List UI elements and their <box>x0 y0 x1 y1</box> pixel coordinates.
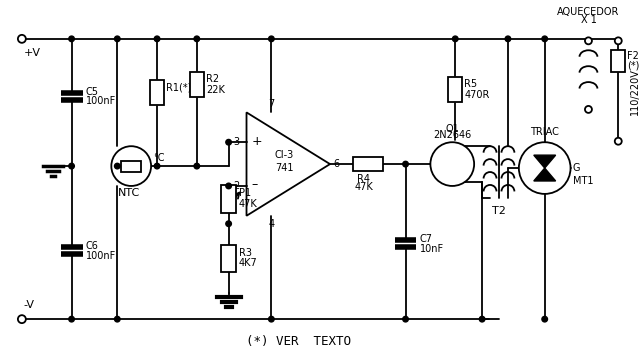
Text: 100nF: 100nF <box>86 96 116 106</box>
Circle shape <box>115 36 120 42</box>
Circle shape <box>18 315 26 323</box>
Text: X 1: X 1 <box>580 15 596 25</box>
Text: (*): (*) <box>627 61 639 71</box>
Bar <box>221 185 236 213</box>
Circle shape <box>226 140 232 145</box>
Text: -V: -V <box>24 300 35 310</box>
Circle shape <box>194 36 200 42</box>
Circle shape <box>542 36 547 42</box>
Text: R5: R5 <box>464 79 477 89</box>
Circle shape <box>115 163 120 169</box>
Text: 3: 3 <box>234 137 239 147</box>
Circle shape <box>452 36 458 42</box>
Text: 100nF: 100nF <box>86 251 116 261</box>
Text: 47K: 47K <box>355 182 373 192</box>
Circle shape <box>615 37 621 44</box>
Text: 4: 4 <box>268 219 275 229</box>
Circle shape <box>430 142 474 186</box>
Bar <box>611 50 625 72</box>
Circle shape <box>226 183 232 189</box>
Circle shape <box>615 138 621 145</box>
Text: 22K: 22K <box>205 84 225 95</box>
Bar <box>353 157 383 171</box>
Text: P1: P1 <box>239 188 251 198</box>
Bar <box>121 161 141 172</box>
Text: C7: C7 <box>419 234 433 244</box>
Text: 110/220V: 110/220V <box>630 68 640 115</box>
Circle shape <box>505 36 511 42</box>
Text: C5: C5 <box>86 87 99 96</box>
Text: 470R: 470R <box>464 89 490 100</box>
Text: TRIAC: TRIAC <box>531 127 559 137</box>
Text: 47K: 47K <box>239 199 257 209</box>
Text: R1(*): R1(*) <box>166 83 191 93</box>
Circle shape <box>479 316 485 322</box>
Text: R4: R4 <box>357 174 371 184</box>
Circle shape <box>226 221 232 226</box>
Circle shape <box>585 37 592 44</box>
Circle shape <box>269 36 274 42</box>
Circle shape <box>194 163 200 169</box>
Polygon shape <box>534 155 556 168</box>
Text: MT1: MT1 <box>573 176 593 186</box>
Circle shape <box>403 316 408 322</box>
Circle shape <box>269 316 274 322</box>
Circle shape <box>18 35 26 43</box>
Circle shape <box>519 142 570 194</box>
Bar <box>448 77 462 103</box>
Text: –: – <box>252 178 258 192</box>
Text: F2: F2 <box>627 51 639 61</box>
Circle shape <box>111 146 151 186</box>
Text: 2N2646: 2N2646 <box>433 130 472 140</box>
Bar <box>150 80 164 105</box>
Text: CI-3: CI-3 <box>275 150 294 160</box>
Circle shape <box>585 106 592 113</box>
Circle shape <box>68 36 74 42</box>
Text: G: G <box>573 163 580 173</box>
Text: (*) VER  TEXTO: (*) VER TEXTO <box>246 335 351 347</box>
Text: 2: 2 <box>234 181 239 191</box>
Circle shape <box>115 316 120 322</box>
Text: T2: T2 <box>492 206 506 216</box>
Bar <box>190 72 204 98</box>
Circle shape <box>154 36 160 42</box>
Text: AQUECEDOR: AQUECEDOR <box>557 7 620 17</box>
Circle shape <box>68 163 74 169</box>
Text: +V: +V <box>24 48 41 58</box>
Text: R2: R2 <box>205 74 219 84</box>
Text: +: + <box>252 135 262 148</box>
Text: 741: 741 <box>275 163 294 173</box>
Text: °C: °C <box>153 153 164 163</box>
Circle shape <box>403 161 408 167</box>
Text: Q1: Q1 <box>445 124 459 134</box>
Text: NTC: NTC <box>118 188 140 198</box>
Circle shape <box>542 316 547 322</box>
Circle shape <box>68 316 74 322</box>
Bar <box>221 245 236 272</box>
Text: 7: 7 <box>268 99 275 109</box>
Circle shape <box>154 163 160 169</box>
Text: 10nF: 10nF <box>419 244 444 253</box>
Text: 6: 6 <box>333 159 339 169</box>
Polygon shape <box>534 168 556 181</box>
Text: 4K7: 4K7 <box>239 258 257 268</box>
Text: C6: C6 <box>86 241 99 251</box>
Text: R3: R3 <box>239 247 252 257</box>
